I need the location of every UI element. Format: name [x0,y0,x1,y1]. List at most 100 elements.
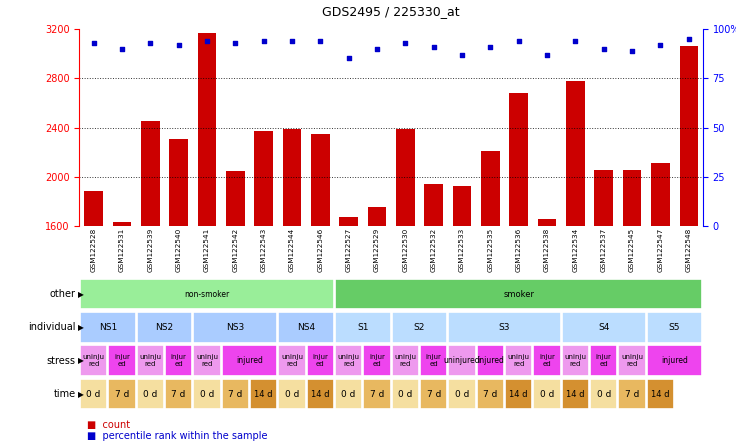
FancyBboxPatch shape [108,379,135,409]
FancyBboxPatch shape [618,379,645,409]
Point [654,41,666,48]
FancyBboxPatch shape [477,379,504,409]
FancyBboxPatch shape [448,379,475,409]
Text: ▶: ▶ [78,289,84,299]
Point [513,37,525,44]
FancyBboxPatch shape [137,312,192,343]
Text: GSM122536: GSM122536 [516,228,522,272]
FancyBboxPatch shape [194,379,221,409]
Point [314,37,326,44]
FancyBboxPatch shape [335,379,362,409]
Text: uninju
red: uninju red [196,354,218,367]
Text: uninju
red: uninju red [394,354,417,367]
Point [230,39,241,46]
FancyBboxPatch shape [618,345,645,376]
FancyBboxPatch shape [307,345,334,376]
Text: S2: S2 [414,323,425,332]
Text: GDS2495 / 225330_at: GDS2495 / 225330_at [322,5,460,18]
Bar [198,32,216,226]
Bar [113,222,131,226]
FancyBboxPatch shape [137,379,164,409]
Bar [453,186,471,226]
FancyBboxPatch shape [477,345,504,376]
Text: stress: stress [47,356,76,366]
Text: ▶: ▶ [78,323,84,332]
FancyBboxPatch shape [335,345,362,376]
Text: 14 d: 14 d [311,389,330,399]
Text: 7 d: 7 d [228,389,243,399]
Text: 7 d: 7 d [625,389,640,399]
FancyBboxPatch shape [80,345,107,376]
Bar [538,219,556,226]
FancyBboxPatch shape [278,379,305,409]
Text: uninju
red: uninju red [508,354,530,367]
Text: 0 d: 0 d [596,389,611,399]
FancyBboxPatch shape [647,345,702,376]
FancyBboxPatch shape [590,345,618,376]
Bar [679,46,698,226]
FancyBboxPatch shape [420,379,447,409]
Text: GSM122547: GSM122547 [657,228,663,272]
Text: 0 d: 0 d [398,389,413,399]
Text: injur
ed: injur ed [595,354,612,367]
Text: 7 d: 7 d [483,389,498,399]
Text: 0 d: 0 d [455,389,470,399]
Bar [509,93,528,226]
Text: 7 d: 7 d [171,389,186,399]
Text: GSM122542: GSM122542 [233,228,238,272]
Text: time: time [54,389,76,399]
FancyBboxPatch shape [194,345,221,376]
Point [201,37,213,44]
Text: ▶: ▶ [78,389,84,399]
Text: 14 d: 14 d [651,389,670,399]
Bar [368,207,386,226]
FancyBboxPatch shape [165,379,192,409]
Text: 7 d: 7 d [369,389,384,399]
Text: 14 d: 14 d [509,389,528,399]
FancyBboxPatch shape [165,345,192,376]
FancyBboxPatch shape [448,345,475,376]
Text: 0 d: 0 d [539,389,554,399]
Point [400,39,411,46]
FancyBboxPatch shape [364,345,391,376]
Bar [169,139,188,226]
Text: GSM122535: GSM122535 [487,228,493,272]
Point [258,37,269,44]
Text: smoker: smoker [503,289,534,299]
Text: uninju
red: uninju red [565,354,587,367]
Text: ■  percentile rank within the sample: ■ percentile rank within the sample [87,432,267,441]
Point [598,45,609,52]
FancyBboxPatch shape [278,345,305,376]
Text: 0 d: 0 d [143,389,158,399]
FancyBboxPatch shape [278,312,334,343]
FancyBboxPatch shape [392,345,419,376]
Point [343,55,355,62]
Bar [226,171,244,226]
Text: GSM122529: GSM122529 [374,228,380,272]
Text: GSM122539: GSM122539 [147,228,153,272]
Text: S1: S1 [357,323,369,332]
FancyBboxPatch shape [222,345,277,376]
Bar [623,170,641,226]
FancyBboxPatch shape [80,379,107,409]
Text: S4: S4 [598,323,609,332]
FancyBboxPatch shape [80,312,135,343]
FancyBboxPatch shape [647,379,674,409]
Text: NS1: NS1 [99,323,117,332]
Text: GSM122530: GSM122530 [403,228,408,272]
FancyBboxPatch shape [364,379,391,409]
Text: 14 d: 14 d [255,389,273,399]
Text: NS3: NS3 [226,323,244,332]
Text: S5: S5 [669,323,680,332]
Text: 0 d: 0 d [199,389,214,399]
Bar [566,81,584,226]
Text: GSM122537: GSM122537 [601,228,606,272]
Text: GSM122532: GSM122532 [431,228,436,272]
Point [541,51,553,58]
FancyBboxPatch shape [505,379,532,409]
FancyBboxPatch shape [108,345,135,376]
FancyBboxPatch shape [420,345,447,376]
FancyBboxPatch shape [137,345,164,376]
Text: other: other [50,289,76,299]
Text: GSM122541: GSM122541 [204,228,210,272]
